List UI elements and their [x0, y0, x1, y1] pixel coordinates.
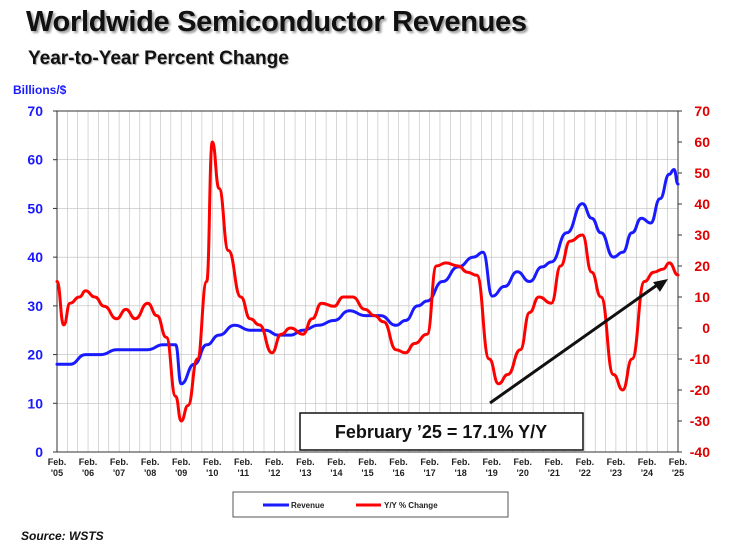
source-note: Source: WSTS — [21, 529, 104, 543]
left-axis-ticks: 70 60 50 40 30 20 10 0 — [27, 103, 57, 460]
chart-subtitle: Year-to-Year Percent Change — [28, 48, 289, 69]
x-tick-label-month: Feb. — [265, 457, 284, 467]
annotation-box: February ’25 = 17.1% Y/Y — [299, 412, 584, 451]
x-tick-label-month: Feb. — [607, 457, 626, 467]
left-tick-label: 40 — [27, 249, 43, 265]
x-tick-label-month: Feb. — [482, 457, 501, 467]
grid — [56, 110, 679, 453]
left-tick-label: 10 — [27, 395, 43, 411]
annotation-text: February ’25 = 17.1% Y/Y — [335, 422, 547, 442]
trend-arrow-shaft — [489, 281, 661, 405]
x-tick-label-month: Feb. — [203, 457, 222, 467]
x-tick-label-year: '19 — [486, 468, 498, 478]
right-tick-label: 30 — [694, 227, 710, 243]
x-tick-label-year: '15 — [361, 468, 373, 478]
x-tick-label-month: Feb. — [141, 457, 160, 467]
x-tick-label-year: '08 — [144, 468, 156, 478]
x-tick-label-month: Feb. — [420, 457, 439, 467]
x-axis-ticks: Feb.'05Feb.'06Feb.'07Feb.'08Feb.'09Feb.'… — [48, 457, 688, 478]
x-tick-label-month: Feb. — [358, 457, 377, 467]
x-tick-label-year: '13 — [299, 468, 311, 478]
x-tick-label-year: '21 — [548, 468, 560, 478]
right-tick-label: -20 — [690, 382, 710, 398]
x-tick-label-year: '17 — [424, 468, 436, 478]
x-tick-label-month: Feb. — [451, 457, 470, 467]
x-tick-label-month: Feb. — [296, 457, 315, 467]
x-tick-label-month: Feb. — [48, 457, 67, 467]
left-tick-label: 70 — [27, 103, 43, 119]
x-tick-label-month: Feb. — [638, 457, 657, 467]
x-tick-label-year: '18 — [455, 468, 467, 478]
right-tick-label: 20 — [694, 258, 710, 274]
right-tick-label: 10 — [694, 289, 710, 305]
left-tick-label: 50 — [27, 200, 43, 216]
right-tick-label: 50 — [694, 165, 710, 181]
x-tick-label-year: '10 — [206, 468, 218, 478]
right-tick-label: -30 — [690, 413, 710, 429]
left-tick-label: 60 — [27, 152, 43, 168]
x-tick-label-year: '20 — [517, 468, 529, 478]
x-tick-label-year: '06 — [82, 468, 94, 478]
right-tick-label: -40 — [690, 444, 710, 460]
x-tick-label-month: Feb. — [513, 457, 532, 467]
left-tick-label: 20 — [27, 347, 43, 363]
x-tick-label-year: '22 — [579, 468, 591, 478]
x-tick-label-year: '12 — [268, 468, 280, 478]
x-tick-label-year: '24 — [641, 468, 653, 478]
series-line-revenue — [55, 168, 680, 386]
x-tick-label-year: '05 — [51, 468, 63, 478]
trend-arrow — [489, 278, 668, 405]
x-tick-label-month: Feb. — [389, 457, 408, 467]
trend-arrow-head — [653, 278, 668, 292]
right-tick-label: 0 — [702, 320, 710, 336]
right-tick-label: 70 — [694, 103, 710, 119]
x-tick-label-month: Feb. — [545, 457, 564, 467]
x-tick-label-month: Feb. — [576, 457, 595, 467]
series-line-yoy — [55, 140, 680, 423]
x-tick-label-year: '23 — [610, 468, 622, 478]
left-tick-label: 30 — [27, 298, 43, 314]
legend-label-revenue: Revenue — [291, 501, 325, 510]
x-tick-label-month: Feb. — [669, 457, 688, 467]
left-tick-label: 0 — [35, 444, 43, 460]
x-tick-label-year: '14 — [330, 468, 342, 478]
x-tick-label-month: Feb. — [234, 457, 253, 467]
right-axis-ticks: 70 60 50 40 30 20 10 0 -10 -20 -30 -40 — [678, 103, 710, 460]
legend: Revenue Y/Y % Change — [232, 491, 509, 518]
series-layer — [55, 140, 680, 423]
x-tick-label-month: Feb. — [79, 457, 98, 467]
legend-label-yoy: Y/Y % Change — [384, 501, 438, 510]
right-tick-label: 40 — [694, 196, 710, 212]
x-tick-label-year: '09 — [175, 468, 187, 478]
x-tick-label-year: '16 — [392, 468, 404, 478]
x-tick-label-month: Feb. — [110, 457, 129, 467]
x-tick-label-year: '07 — [113, 468, 125, 478]
x-tick-label-year: '11 — [237, 468, 249, 478]
left-axis-unit-label: Billions/$ — [13, 83, 67, 97]
right-tick-label: -10 — [690, 351, 710, 367]
right-tick-label: 60 — [694, 134, 710, 150]
x-tick-label-month: Feb. — [172, 457, 191, 467]
x-tick-label-year: '25 — [672, 468, 684, 478]
x-tick-label-month: Feb. — [327, 457, 346, 467]
annotation-frame — [299, 412, 584, 451]
chart-title: Worldwide Semiconductor Revenues — [26, 6, 527, 38]
